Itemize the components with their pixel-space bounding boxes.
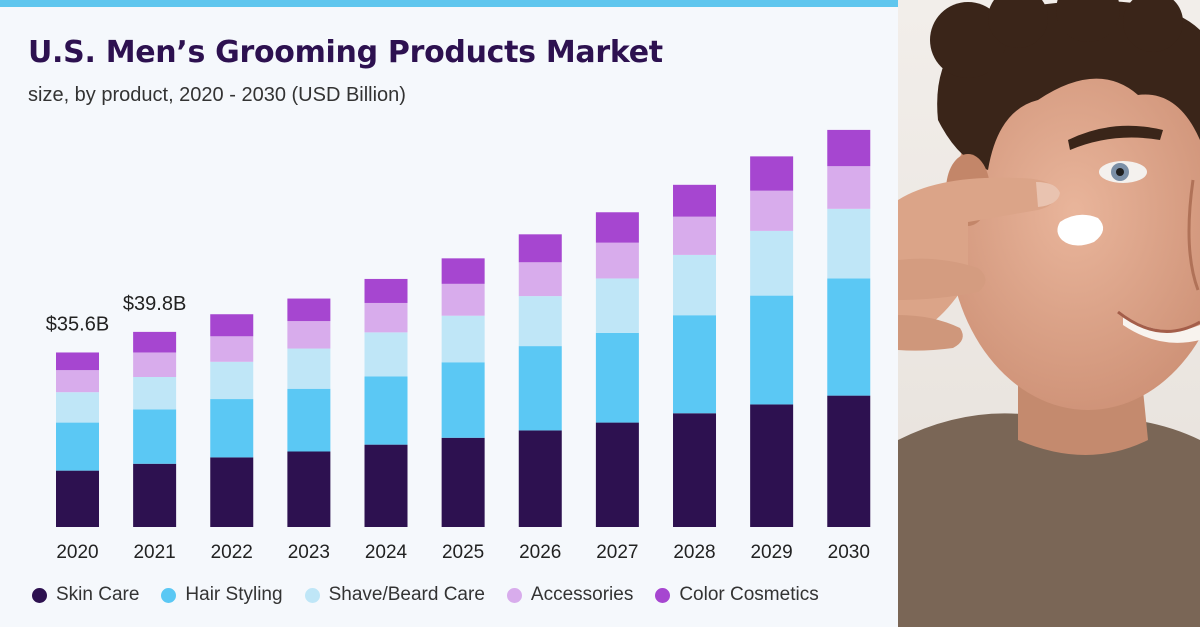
bar-segment-color-cosmetics-2028 (673, 184, 717, 217)
bar-segment-skin-care-2027 (595, 422, 639, 527)
bar-segment-hair-styling-2026 (518, 346, 562, 431)
bar-segment-accessories-2022 (210, 336, 254, 362)
bar-segment-accessories-2025 (441, 283, 485, 316)
bar-segment-shave-beard-care-2023 (287, 348, 331, 389)
bar-segment-color-cosmetics-2020 (56, 352, 99, 371)
bar-segment-hair-styling-2023 (287, 388, 331, 452)
top-accent-bar (0, 0, 900, 7)
bar-segment-skin-care-2024 (364, 444, 408, 527)
bar-segment-shave-beard-care-2021 (133, 376, 177, 410)
x-tick-label: 2021 (133, 542, 175, 563)
bar-segment-hair-styling-2028 (673, 315, 717, 414)
bar-segment-accessories-2030 (827, 166, 871, 209)
legend-item: Hair Styling (161, 584, 283, 606)
bar-segment-hair-styling-2022 (210, 399, 254, 458)
legend-label: Shave/Beard Care (328, 584, 485, 605)
legend-label: Accessories (530, 584, 634, 605)
bar-segment-accessories-2026 (518, 262, 562, 297)
bar-segment-shave-beard-care-2029 (750, 230, 794, 296)
legend-swatch (506, 587, 522, 603)
bar-segment-hair-styling-2021 (133, 409, 177, 464)
x-tick-label: 2028 (673, 542, 715, 563)
x-tick-label: 2025 (442, 542, 484, 563)
man-applying-cream-photo (898, 0, 1200, 627)
bar-segment-shave-beard-care-2024 (364, 332, 408, 377)
chart-subtitle: size, by product, 2020 - 2030 (USD Billi… (28, 84, 406, 106)
bar-segment-hair-styling-2025 (441, 362, 485, 438)
bar-segment-accessories-2027 (595, 242, 639, 279)
bar-segment-color-cosmetics-2023 (287, 298, 331, 322)
bar-segment-skin-care-2028 (673, 413, 717, 527)
bar-segment-accessories-2029 (750, 190, 794, 231)
bar-segment-color-cosmetics-2022 (210, 314, 254, 337)
bar-segment-hair-styling-2030 (827, 278, 871, 396)
total-value-label: $39.8B (123, 293, 186, 315)
legend-item: Color Cosmetics (655, 584, 819, 606)
x-tick-label: 2024 (365, 542, 408, 563)
bar-segment-color-cosmetics-2030 (827, 129, 871, 167)
bar-segment-shave-beard-care-2022 (210, 361, 254, 400)
legend-label: Hair Styling (185, 584, 283, 605)
bar-segment-skin-care-2021 (133, 463, 177, 527)
legend-item: Shave/Beard Care (304, 584, 485, 606)
bar-segment-skin-care-2025 (441, 437, 485, 527)
chart-legend: Skin Care Hair Styling Shave/Beard Care Acc… (32, 584, 841, 606)
legend-label: Color Cosmetics (679, 584, 819, 605)
photo-illustration (898, 0, 1200, 627)
legend-swatch (655, 587, 671, 603)
bar-segment-hair-styling-2020 (56, 422, 99, 471)
x-tick-label: 2022 (211, 542, 253, 563)
bar-segment-shave-beard-care-2027 (595, 278, 639, 333)
bar-segment-hair-styling-2024 (364, 376, 408, 445)
chart-title: U.S. Men’s Grooming Products Market (28, 35, 663, 70)
legend-item: Accessories (506, 584, 634, 606)
bar-segment-accessories-2028 (673, 216, 717, 255)
x-tick-label: 2027 (596, 542, 638, 563)
bar-segment-accessories-2021 (133, 352, 177, 377)
bar-segment-hair-styling-2029 (750, 295, 794, 405)
bar-segment-shave-beard-care-2020 (56, 392, 99, 423)
bar-segment-hair-styling-2027 (595, 332, 639, 423)
x-tick-label: 2023 (288, 542, 330, 563)
bar-segment-color-cosmetics-2027 (595, 212, 639, 243)
bar-segment-color-cosmetics-2025 (441, 258, 485, 284)
legend-item: Skin Care (32, 584, 139, 606)
bar-segment-accessories-2020 (56, 370, 99, 393)
bar-segment-color-cosmetics-2021 (133, 331, 177, 353)
bar-segment-skin-care-2029 (750, 404, 794, 527)
bar-segment-shave-beard-care-2025 (441, 315, 485, 363)
bar-segment-shave-beard-care-2028 (673, 254, 717, 316)
bar-segment-color-cosmetics-2029 (750, 156, 794, 191)
stacked-bar-chart: 2020 2021 2022 2023 2024 2025 2026 2027 2028 2029… (46, 129, 871, 563)
bar-segment-skin-care-2030 (827, 395, 871, 527)
bar-segment-accessories-2023 (287, 321, 331, 349)
bar-segment-color-cosmetics-2026 (518, 234, 562, 263)
x-tick-label: 2030 (828, 542, 870, 563)
bar-segment-skin-care-2023 (287, 451, 331, 527)
bar-segment-skin-care-2020 (56, 470, 99, 527)
bar-segment-skin-care-2026 (518, 430, 562, 527)
bar-segment-color-cosmetics-2024 (364, 278, 408, 303)
bar-segment-skin-care-2022 (210, 457, 254, 527)
legend-swatch (161, 587, 177, 603)
bar-segment-shave-beard-care-2030 (827, 208, 871, 279)
legend-swatch (32, 587, 47, 603)
legend-swatch (304, 587, 320, 603)
x-tick-label: 2029 (750, 542, 792, 563)
total-value-label: $35.6B (46, 313, 109, 335)
x-tick-label: 2026 (519, 542, 561, 563)
chart-panel: U.S. Men’s Grooming Products Market size… (0, 7, 900, 627)
bar-segment-accessories-2024 (364, 302, 408, 333)
x-tick-label: 2020 (56, 542, 98, 563)
bar-segment-shave-beard-care-2026 (518, 296, 562, 347)
legend-label: Skin Care (56, 584, 140, 605)
